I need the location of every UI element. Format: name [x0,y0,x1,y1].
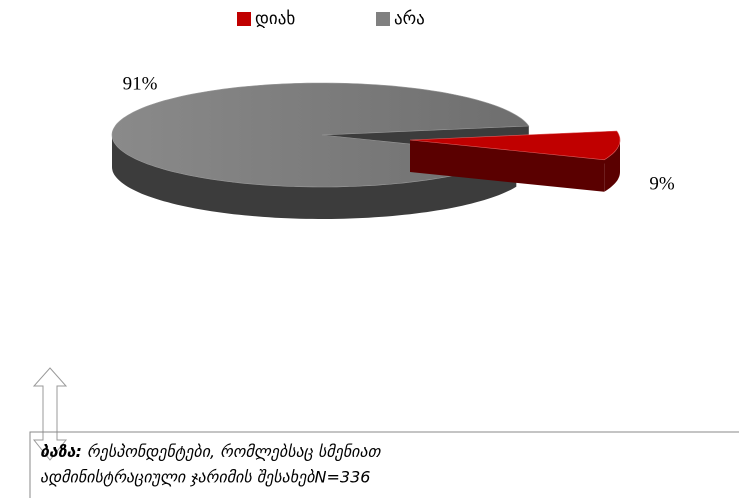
pie-side [112,135,517,219]
legend-swatch [376,12,390,26]
legend-label: არა [394,9,425,29]
pie [111,82,621,219]
pie-slice [409,130,621,161]
legend-label: დიახ [255,9,295,29]
note-label: ბაზა: [40,442,82,461]
legend-swatch [237,12,251,26]
note-text: რესპონდენტები, რომლებსაც სმენიათ [87,442,382,461]
pie-side [604,140,620,192]
note-line: ბაზა: რესპონდენტები, რომლებსაც სმენიათ [40,442,382,461]
data-label: 9% [649,173,675,194]
pie-side [410,140,605,192]
arrow-icon [32,367,68,461]
note-line: ადმინისტრაციული ჯარიმის შესახებN=336 [40,468,370,487]
data-label: 91% [123,73,158,94]
note-box [29,431,739,498]
